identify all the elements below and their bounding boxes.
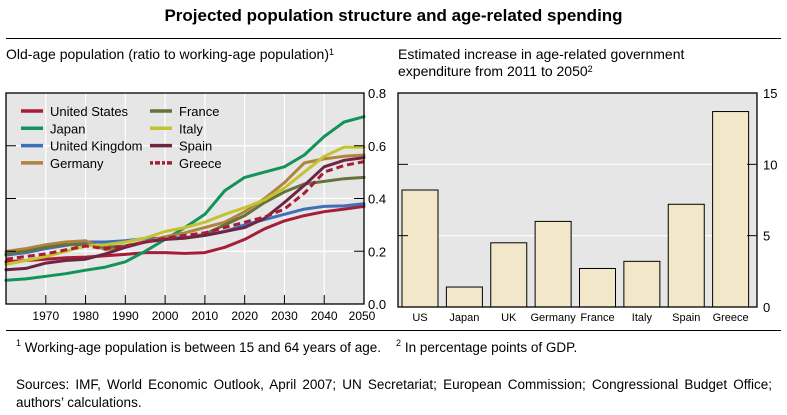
category-label: Japan	[449, 312, 479, 324]
bar-japan	[445, 286, 483, 308]
category-label: France	[580, 312, 614, 324]
footnote-1-marker: 1	[16, 338, 22, 348]
bar-greece	[712, 111, 750, 308]
x-tick-label: 2050	[349, 309, 376, 323]
category-label: UK	[501, 312, 517, 324]
sources-note: Sources: IMF, World Economic Outlook, Ap…	[16, 377, 772, 410]
x-tick-label: 1990	[112, 309, 139, 323]
x-tick-label: 2040	[311, 309, 338, 323]
y-tick-label: 10	[763, 157, 777, 172]
legend-label: Italy	[179, 121, 203, 136]
legend-label: Greece	[179, 156, 222, 171]
category-label: Italy	[632, 312, 653, 324]
title-rule	[6, 38, 781, 39]
line-chart-title: Old-age population (ratio to working-age…	[6, 46, 386, 63]
legend-label: Spain	[179, 139, 212, 154]
y-tick-label: 0.4	[368, 192, 386, 207]
x-tick-label: 1980	[72, 309, 99, 323]
bar-italy	[623, 260, 661, 308]
x-tick-label: 1970	[32, 309, 59, 323]
bar-chart-title-footnote: 2	[587, 64, 593, 74]
bar-france	[579, 267, 616, 308]
footnotes: 1 Working-age population is between 15 a…	[16, 338, 578, 355]
footnote-1-text: Working-age population is between 15 and…	[24, 340, 382, 355]
category-label: Spain	[672, 312, 700, 324]
bar-spain	[667, 203, 705, 308]
footnote-2-text: In percentage points of GDP.	[404, 340, 578, 355]
line-chart-title-footnote: 1	[328, 47, 334, 57]
series-line-spain	[4, 156, 366, 272]
y-tick-label: 0.8	[368, 86, 386, 101]
y-tick-label: 15	[763, 86, 777, 101]
y-tick-label: 0.6	[368, 139, 386, 154]
footnote-rule	[6, 330, 781, 331]
category-label: Germany	[531, 312, 577, 324]
y-tick-label: 0.0	[368, 297, 386, 312]
legend-label: United Kingdom	[50, 139, 143, 154]
legend-label: Germany	[50, 156, 104, 171]
series-line-germany	[4, 153, 366, 253]
y-tick-label: 5	[763, 229, 770, 244]
bar-chart-title-text: Estimated increase in age-related govern…	[398, 46, 685, 79]
legend-label: United States	[50, 104, 129, 119]
bar-germany	[534, 220, 572, 308]
x-tick-label: 2020	[231, 309, 258, 323]
series-line-greece	[5, 160, 365, 261]
bar-chart-title: Estimated increase in age-related govern…	[398, 46, 758, 80]
figure-title: Projected population structure and age-r…	[164, 6, 623, 25]
x-tick-label: 2000	[152, 309, 179, 323]
x-tick-label: 2030	[271, 309, 298, 323]
footnote-2-marker: 2	[396, 338, 402, 348]
y-tick-label: 0	[763, 300, 770, 315]
x-tick-label: 2010	[192, 309, 219, 323]
legend-label: France	[179, 104, 219, 119]
category-label: US	[412, 312, 427, 324]
legend-label: Japan	[50, 121, 85, 136]
bar-plot-frame	[397, 92, 758, 308]
bar-us	[401, 189, 439, 308]
category-label: Greece	[713, 312, 749, 324]
bar-chart: US Japan UK Germany France Italy Spain Greece 0 5…	[397, 86, 777, 324]
line-chart-title-text: Old-age population (ratio to working-age…	[6, 46, 329, 62]
bar-uk	[490, 242, 528, 308]
series-line-united-states	[4, 204, 366, 264]
y-tick-label: 0.2	[368, 244, 386, 259]
